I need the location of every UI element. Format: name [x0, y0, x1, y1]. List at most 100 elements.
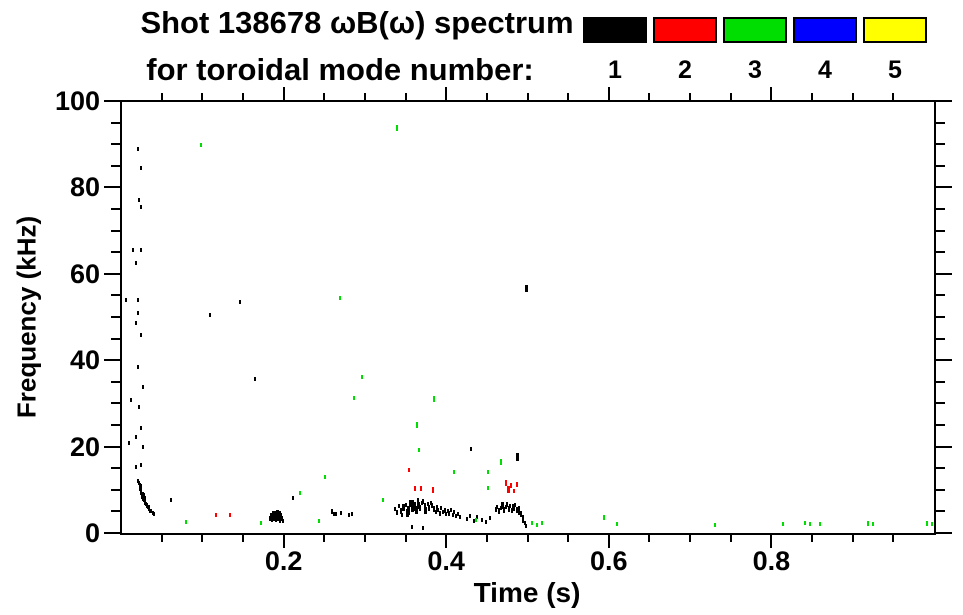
data-point: [416, 498, 419, 503]
y-axis-tick: [936, 532, 952, 534]
data-point: [602, 515, 605, 521]
data-point: [140, 165, 143, 170]
data-point: [452, 470, 455, 475]
data-point: [200, 143, 203, 148]
x-axis-tick: [363, 93, 366, 100]
data-point: [339, 511, 342, 516]
x-axis-tick: [160, 93, 163, 100]
data-point: [465, 516, 468, 521]
data-point: [485, 520, 488, 525]
data-point: [541, 521, 544, 526]
y-axis-tick: [104, 359, 120, 362]
data-point: [414, 485, 417, 491]
x-axis-tick: [241, 535, 244, 542]
data-point: [438, 511, 441, 517]
data-point: [424, 503, 427, 510]
legend-label-mode-5: 5: [888, 56, 902, 84]
x-tick-label: 0.2: [264, 546, 303, 576]
y-axis-tick: [936, 488, 945, 491]
y-axis-tick: [936, 402, 945, 405]
data-point: [411, 499, 414, 504]
data-point: [872, 521, 875, 526]
data-point: [353, 396, 356, 401]
x-axis-tick: [648, 535, 651, 542]
data-point: [451, 513, 454, 518]
data-point: [298, 490, 301, 495]
data-point: [511, 508, 514, 514]
data-point: [143, 495, 146, 500]
data-point: [273, 511, 277, 520]
data-point: [280, 512, 283, 519]
x-axis-tick: [282, 535, 285, 548]
data-point: [410, 503, 414, 512]
x-axis-tick: [201, 93, 204, 100]
data-point: [137, 297, 140, 302]
data-point: [415, 422, 418, 428]
data-point: [280, 515, 283, 521]
y-axis-tick: [936, 143, 945, 146]
data-point: [398, 504, 401, 509]
y-axis-tick: [936, 229, 945, 232]
y-axis-tick: [936, 316, 945, 318]
data-point: [405, 509, 409, 518]
data-point: [499, 505, 502, 510]
y-axis-tick: [104, 186, 120, 189]
data-point: [414, 505, 418, 514]
x-axis-tick: [567, 535, 570, 542]
data-point: [436, 504, 439, 510]
data-point: [433, 396, 435, 403]
data-point: [429, 500, 432, 505]
data-point: [480, 517, 483, 522]
data-point: [152, 511, 155, 516]
data-point: [412, 502, 416, 512]
legend-swatch-mode-1: [583, 17, 647, 43]
x-axis-tick: [892, 535, 895, 542]
y-axis-tick: [936, 164, 945, 167]
data-point: [169, 498, 172, 503]
x-axis-tick: [323, 93, 326, 100]
data-point: [139, 333, 142, 338]
data-point: [926, 520, 929, 526]
plot-title-line1: Shot 138678 ωB(ω) spectrum: [140, 5, 574, 40]
data-point: [407, 467, 410, 472]
data-point: [453, 510, 456, 515]
y-axis-tick: [104, 532, 120, 534]
data-point: [521, 515, 524, 520]
data-point: [930, 521, 933, 526]
y-tick-label: 40: [69, 345, 100, 376]
y-axis-tick: [936, 380, 945, 383]
data-point: [238, 299, 241, 304]
y-axis-tick: [936, 359, 952, 362]
data-point: [420, 501, 423, 506]
data-point: [515, 506, 518, 513]
data-point: [803, 521, 806, 526]
x-axis-tick: [729, 93, 732, 100]
data-point: [809, 521, 812, 526]
data-point: [525, 285, 529, 293]
data-point: [137, 478, 140, 483]
data-point: [446, 509, 449, 514]
x-axis-tick: [526, 93, 529, 100]
data-point: [524, 524, 527, 529]
data-point: [334, 512, 337, 517]
data-point: [269, 512, 272, 519]
data-point: [426, 502, 429, 507]
x-axis-tick: [689, 93, 692, 100]
y-axis-tick: [936, 100, 952, 102]
data-point: [139, 484, 142, 490]
data-point: [615, 521, 618, 526]
data-point: [139, 463, 142, 468]
x-axis-tick: [282, 87, 285, 100]
data-point: [142, 492, 145, 497]
x-axis-tick: [485, 93, 488, 100]
y-tick-label: 80: [69, 172, 100, 203]
data-point: [445, 511, 448, 516]
data-point: [512, 504, 516, 511]
data-point: [360, 375, 363, 380]
x-axis-label: Time (s): [473, 577, 581, 608]
data-point: [496, 504, 499, 509]
data-point: [275, 516, 278, 523]
data-point: [500, 501, 504, 509]
y-axis-tick: [111, 251, 120, 254]
data-point: [432, 487, 435, 494]
